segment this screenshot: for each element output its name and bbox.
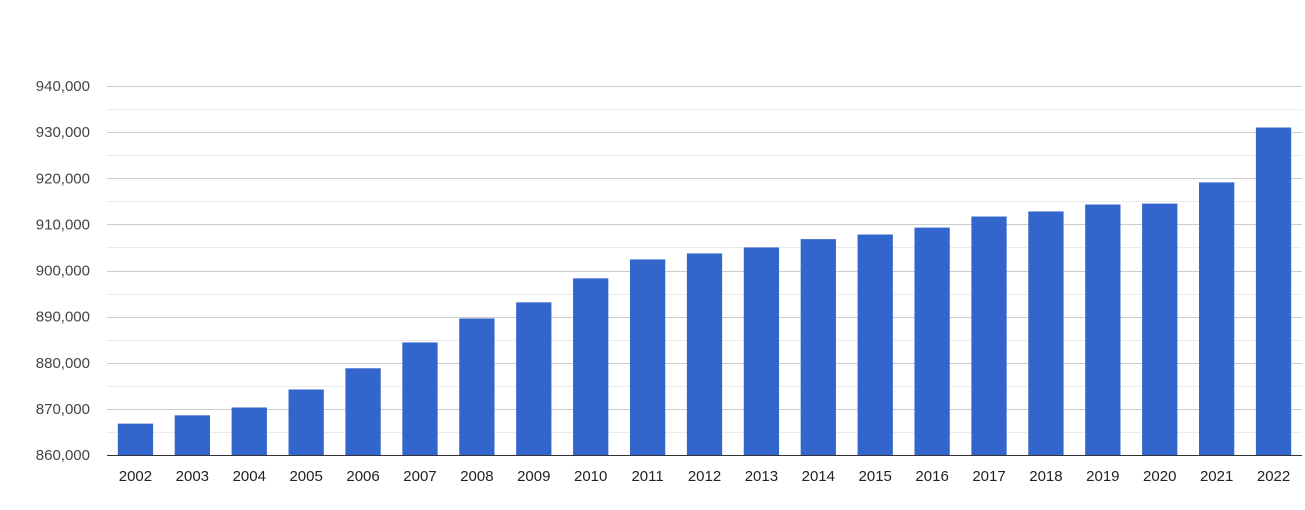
y-tick-label: 920,000 [36,170,90,187]
x-tick-label: 2009 [517,468,550,485]
bar-2005 [288,389,324,455]
y-tick-label: 890,000 [36,309,90,326]
x-tick-label: 2007 [403,468,436,485]
x-tick-label: 2012 [688,468,721,485]
x-tick-label: 2017 [972,468,1005,485]
y-tick-label: 880,000 [36,355,90,372]
bar-2011 [629,259,666,455]
x-tick-label: 2021 [1200,468,1233,485]
bar-2006 [345,368,381,455]
bar-2022 [1255,127,1292,455]
bar-2017 [971,216,1007,455]
x-tick-label: 2016 [915,468,948,485]
x-tick-label: 2015 [859,468,892,485]
bar-2021 [1199,182,1235,455]
y-tick-label: 900,000 [36,263,90,280]
y-tick-label: 870,000 [36,401,90,418]
y-tick-label: 910,000 [36,216,90,233]
x-tick-label: 2013 [745,468,778,485]
x-tick-label: 2006 [346,468,379,485]
bar-2018 [1028,211,1064,455]
x-tick-label: 2003 [176,468,209,485]
bar-2014 [800,239,836,455]
x-tick-label: 2022 [1257,468,1290,485]
x-tick-label: 2008 [460,468,493,485]
bar-2010 [573,278,609,455]
bar-2019 [1085,204,1121,455]
x-tick-label: 2011 [631,468,663,485]
bar-2004 [231,407,267,455]
x-tick-label: 2014 [802,468,835,485]
bar-2020 [1142,203,1178,455]
bar-2016 [914,227,950,455]
bar-2009 [516,302,552,455]
bar-2003 [174,415,210,455]
y-tick-label: 940,000 [36,78,90,95]
x-tick-label: 2005 [289,468,322,485]
x-axis: 2002 2003 2004 2005 2006 2007 2008 2009 2010 2011… [107,455,1302,485]
x-tick-label: 2002 [119,468,152,485]
x-tick-label: 2018 [1029,468,1062,485]
bar-2008 [459,318,495,455]
bar-2013 [743,247,780,455]
y-tick-label: 930,000 [36,124,90,141]
bars [117,127,1292,455]
x-tick-label: 2019 [1086,468,1119,485]
y-tick-label: 860,000 [36,447,90,464]
bar-2007 [402,342,438,455]
bar-2015 [857,234,893,455]
x-tick-label: 2020 [1143,468,1176,485]
x-tick-label: 2004 [233,468,266,485]
bar-2002 [117,423,154,455]
x-tick-label: 2010 [574,468,607,485]
bar-2012 [686,253,723,455]
y-axis: 860,000 870,000 880,000 890,000 900,000 910,0… [36,78,90,464]
